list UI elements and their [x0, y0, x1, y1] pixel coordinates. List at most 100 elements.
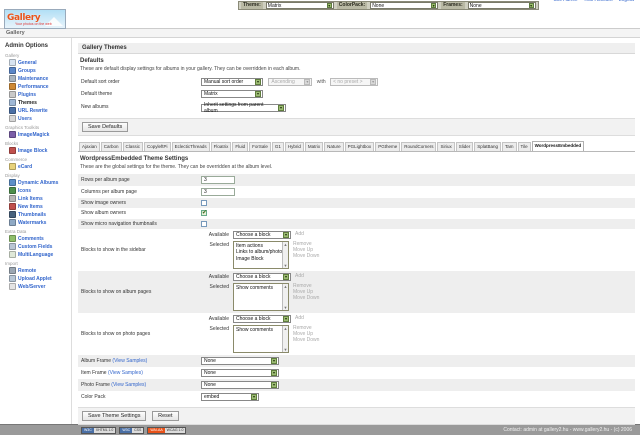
tab-splatbang[interactable]: SplatBang — [474, 142, 502, 151]
tab-forsale[interactable]: ForSale — [249, 142, 271, 151]
scroll-up-icon[interactable]: ▲ — [283, 241, 288, 247]
tab-pglightbox[interactable]: PGLightbox — [344, 142, 375, 151]
sidebar-item-custom-fields[interactable]: Custom Fields — [5, 243, 68, 251]
blocks-to-show-on-photo-pages-add-button[interactable]: Add — [295, 314, 304, 321]
listbox-scrollbar[interactable]: ▲ ▼ — [282, 283, 288, 310]
sort-order-select[interactable]: Manual sort order ▾ — [201, 78, 263, 86]
blocks-to-show-in-the-sidebar-available-select[interactable]: Choose a block ▾ — [233, 230, 291, 239]
blocks-to-show-on-album-pages-add-button[interactable]: Add — [295, 272, 304, 279]
sidebar-item-performance[interactable]: Performance — [5, 83, 68, 91]
sidebar-item-ecard[interactable]: eCard — [5, 163, 68, 171]
show-image-owners-checkbox[interactable] — [201, 200, 207, 206]
validation-badge[interactable]: WAI-AA WCAG 1.0 — [147, 426, 187, 434]
reset-button[interactable]: Reset — [152, 410, 179, 421]
scroll-up-icon[interactable]: ▲ — [283, 325, 288, 331]
sidebar-item-icons[interactable]: Icons — [5, 187, 68, 195]
tab-floatrix[interactable]: Floatrix — [210, 142, 232, 151]
gallery-logo[interactable]: Gallery Your photos on the web — [4, 9, 66, 29]
tab-hybrid[interactable]: Hybrid — [284, 142, 304, 151]
site-admin-link[interactable]: Site Admin — [553, 0, 578, 3]
breadcrumb-gallery[interactable]: Gallery — [6, 30, 25, 36]
tab-classic[interactable]: Classic — [122, 142, 144, 151]
item-frame-view-samples-link[interactable]: (View Samples) — [107, 369, 143, 376]
list-item[interactable]: Show comments — [236, 326, 273, 333]
sidebar-item-multilanguage[interactable]: MultiLanguage — [5, 251, 68, 259]
listbox-scrollbar[interactable]: ▲ ▼ — [282, 241, 288, 268]
sidebar-item-general[interactable]: General — [5, 59, 68, 67]
sidebar-item-groups[interactable]: Groups — [5, 67, 68, 75]
tab-tile[interactable]: Tile — [517, 142, 531, 151]
album-frame-view-samples-link[interactable]: (View Samples) — [112, 357, 148, 364]
tab-ajaxian[interactable]: Ajaxian — [79, 142, 100, 151]
tab-roundcorners[interactable]: RoundCorners — [401, 142, 437, 151]
blocks-to-show-in-the-sidebar-moveup-button[interactable]: Move Up — [293, 246, 314, 253]
columns-per-album-page-input[interactable]: 3 — [201, 188, 235, 196]
sidebar-item-maintenance[interactable]: Maintenance — [5, 75, 68, 83]
show-album-owners-checkbox[interactable] — [201, 209, 207, 217]
sidebar-item-new-items[interactable]: New Items — [5, 203, 68, 211]
tab-g1[interactable]: G1 — [271, 142, 284, 151]
default-theme-select[interactable]: Matrix ▾ — [201, 90, 263, 98]
sidebar-item-imagemagick[interactable]: ImageMagick — [5, 131, 68, 139]
photo-frame-select[interactable]: None ▾ — [201, 380, 279, 389]
save-theme-settings-button[interactable]: Save Theme Settings — [82, 410, 147, 421]
tab-matrix[interactable]: Matrix — [304, 142, 324, 151]
tab-carbon[interactable]: Carbon — [100, 142, 122, 151]
tab-fluid[interactable]: Fluid — [232, 142, 249, 151]
list-item[interactable]: Links to album/photo peers — [236, 249, 288, 256]
tab-nature[interactable]: Nature — [324, 142, 344, 151]
sidebar-item-link-items[interactable]: Link Items — [5, 195, 68, 203]
sidebar-item-themes[interactable]: Themes — [5, 99, 68, 107]
list-item[interactable]: Image Block — [236, 255, 264, 262]
photo-frame-view-samples-link[interactable]: (View Samples) — [111, 381, 147, 388]
sidebar-item-url-rewrite[interactable]: URL Rewrite — [5, 107, 68, 115]
blocks-to-show-on-album-pages-moveup-button[interactable]: Move Up — [293, 288, 314, 295]
tab-eclecticthreads[interactable]: EclecticThreads — [171, 142, 210, 151]
blocks-to-show-on-album-pages-movedown-button[interactable]: Move Down — [293, 294, 320, 301]
blocks-to-show-in-the-sidebar-movedown-button[interactable]: Move Down — [293, 252, 320, 259]
list-item[interactable]: Item actions — [236, 242, 263, 249]
scroll-down-icon[interactable]: ▼ — [283, 262, 288, 268]
sidebar-item-watermarks[interactable]: Watermarks — [5, 219, 68, 227]
blocks-to-show-on-photo-pages-moveup-button[interactable]: Move Up — [293, 330, 314, 337]
scroll-up-icon[interactable]: ▲ — [283, 283, 288, 289]
album-frame-select[interactable]: None ▾ — [201, 356, 279, 365]
show-micro-navigation-thumbnails-checkbox[interactable] — [201, 220, 207, 227]
sidebar-item-users[interactable]: Users — [5, 115, 68, 123]
blocks-to-show-on-photo-pages-available-select[interactable]: Choose a block ▾ — [233, 314, 291, 323]
theme-switcher-select[interactable]: Matrix ▾ — [265, 2, 334, 9]
tab-siriux[interactable]: Siriux — [437, 142, 455, 151]
sidebar-item-dynamic-albums[interactable]: Dynamic Albums — [5, 179, 68, 187]
logout-link[interactable]: Logout — [618, 0, 634, 3]
sidebar-item-web-server[interactable]: Web/Server — [5, 283, 68, 291]
item-frame-select[interactable]: None ▾ — [201, 368, 279, 377]
tab-copyleftpi[interactable]: CopyleftPi — [144, 142, 171, 151]
scroll-down-icon[interactable]: ▼ — [283, 346, 288, 352]
validation-badge[interactable]: W3C CSS — [119, 426, 145, 434]
blocks-to-show-on-album-pages-remove-button[interactable]: Remove — [293, 282, 312, 289]
tab-slider[interactable]: Slider — [455, 142, 474, 151]
listbox-scrollbar[interactable]: ▲ ▼ — [282, 325, 288, 352]
color-pack-select[interactable]: embed ▾ — [201, 392, 259, 401]
your-account-link[interactable]: Your Account — [583, 0, 613, 3]
list-item[interactable]: Show comments — [236, 284, 273, 291]
sidebar-item-thumbnails[interactable]: Thumbnails — [5, 211, 68, 219]
colorpack-switcher-select[interactable]: None ▾ — [370, 2, 439, 9]
sidebar-item-image-block[interactable]: Image Block — [5, 147, 68, 155]
sidebar-item-plugins[interactable]: Plugins — [5, 91, 68, 99]
rows-per-album-page-input[interactable]: 3 — [201, 176, 235, 184]
tab-pgtheme[interactable]: PGtheme — [375, 142, 401, 151]
blocks-to-show-on-photo-pages-selected-list[interactable]: Show comments ▲ ▼ — [233, 324, 289, 353]
new-albums-select[interactable]: Inherit settings from parent album ▾ — [201, 102, 286, 114]
tab-wordpressembedded[interactable]: WordpressEmbedded — [531, 141, 585, 151]
scroll-down-icon[interactable]: ▼ — [283, 304, 288, 310]
frames-switcher-select[interactable]: None ▾ — [467, 2, 536, 9]
blocks-to-show-on-photo-pages-movedown-button[interactable]: Move Down — [293, 336, 320, 343]
blocks-to-show-on-photo-pages-remove-button[interactable]: Remove — [293, 324, 312, 331]
sidebar-item-remote[interactable]: Remote — [5, 267, 68, 275]
sidebar-item-upload-applet[interactable]: Upload Applet — [5, 275, 68, 283]
blocks-to-show-in-the-sidebar-add-button[interactable]: Add — [295, 230, 304, 237]
blocks-to-show-on-album-pages-selected-list[interactable]: Show comments ▲ ▼ — [233, 282, 289, 311]
validation-badge[interactable]: W3C XHTML 1.0 — [81, 426, 117, 434]
